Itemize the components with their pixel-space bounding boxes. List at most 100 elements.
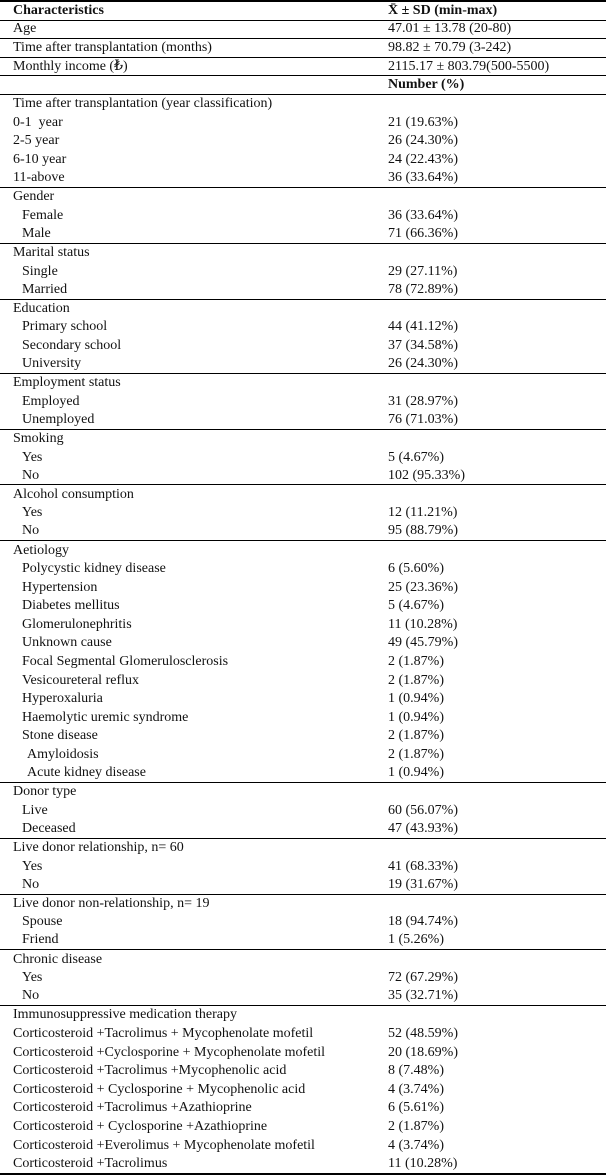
row-label: Secondary school — [22, 337, 122, 353]
row-value: 5 (4.67%) — [388, 598, 444, 614]
stat-row: Age 47.01 ± 13.78 (20-80) — [0, 21, 606, 40]
row-label: Yes — [22, 970, 43, 986]
row-label: Focal Segmental Glomerulosclerosis — [22, 654, 229, 670]
row-label: Married — [22, 281, 68, 297]
table-row: Spouse 18 (94.74%) — [0, 913, 606, 932]
row-value: 1 (0.94%) — [388, 709, 444, 725]
row-label: University — [22, 356, 82, 372]
table-row: Married 78 (72.89%) — [0, 281, 606, 300]
row-label: Acute kidney disease — [27, 765, 146, 781]
row-value: 26 (24.30%) — [388, 356, 458, 372]
row-value: 11 (10.28%) — [388, 616, 458, 632]
table-row: Corticosteroid + Cyclosporine +Azathiopr… — [0, 1118, 606, 1137]
row-label: Deceased — [22, 820, 76, 836]
row-value: 1 (5.26%) — [388, 932, 444, 948]
subheader-row: Number (%) — [0, 76, 606, 95]
row-label: Time after transplantation (months) — [13, 39, 212, 55]
row-value: 2 (1.87%) — [388, 672, 444, 688]
row-label: Corticosteroid +Tacrolimus +Azathioprine — [13, 1100, 252, 1116]
row-label: Corticosteroid +Tacrolimus — [13, 1156, 168, 1172]
table-row: Hypertension 25 (23.36%) — [0, 578, 606, 597]
row-label: No — [22, 988, 40, 1004]
table-row: University 26 (24.30%) — [0, 355, 606, 374]
table-row: Stone disease 2 (1.87%) — [0, 727, 606, 746]
row-value: 24 (22.43%) — [388, 152, 458, 168]
row-value: 60 (56.07%) — [388, 802, 458, 818]
row-value: 35 (32.71%) — [388, 988, 458, 1004]
table-row: Employed 31 (28.97%) — [0, 392, 606, 411]
row-label: Corticosteroid +Cyclosporine + Mycopheno… — [13, 1044, 326, 1060]
section-title-row: Education — [0, 300, 606, 319]
table-row: 6-10 year 24 (22.43%) — [0, 151, 606, 170]
row-label: Female — [22, 207, 64, 223]
row-value: 36 (33.64%) — [388, 207, 458, 223]
table-row: Yes 41 (68.33%) — [0, 857, 606, 876]
row-value: 18 (94.74%) — [388, 914, 458, 930]
row-value: 4 (3.74%) — [388, 1137, 444, 1153]
row-label: Friend — [22, 932, 59, 948]
row-label: Yes — [22, 858, 43, 874]
table-row: 0-1 year 21 (19.63%) — [0, 114, 606, 133]
table-row: No 35 (32.71%) — [0, 987, 606, 1007]
row-value: 4 (3.74%) — [388, 1081, 444, 1097]
table-row: Unknown cause 49 (45.79%) — [0, 634, 606, 653]
row-label: Primary school — [22, 319, 108, 335]
section-title-row: Employment status — [0, 374, 606, 393]
table-row: Corticosteroid + Cyclosporine + Mycophen… — [0, 1080, 606, 1099]
section-title: Time after transplantation (year classif… — [13, 96, 273, 112]
section-title-row: Chronic disease — [0, 950, 606, 969]
row-value: 52 (48.59%) — [388, 1025, 458, 1041]
row-value: 1 (0.94%) — [388, 691, 444, 707]
section-title-row: Marital status — [0, 244, 606, 263]
row-label: Spouse — [22, 914, 63, 930]
row-label: Corticosteroid +Everolimus + Mycophenola… — [13, 1137, 315, 1153]
table-row: Vesicoureteral reflux 2 (1.87%) — [0, 671, 606, 690]
row-label: Live — [22, 802, 48, 818]
section-title-row: Alcohol consumption — [0, 485, 606, 504]
section-title: Chronic disease — [13, 951, 103, 967]
row-label: Yes — [22, 449, 43, 465]
row-value: 78 (72.89%) — [388, 281, 458, 297]
section-title-row: Immunosuppressive medication therapy — [0, 1006, 606, 1025]
row-label: Unemployed — [22, 411, 95, 427]
number-col-header: Number (%) — [388, 77, 465, 93]
row-value: 6 (5.61%) — [388, 1100, 444, 1116]
row-value: 31 (28.97%) — [388, 393, 458, 409]
row-value: 20 (18.69%) — [388, 1044, 458, 1060]
table-row: Single 29 (27.11%) — [0, 262, 606, 281]
row-value: 26 (24.30%) — [388, 133, 458, 149]
table-row: Amyloidosis 2 (1.87%) — [0, 746, 606, 765]
row-value: 2 (1.87%) — [388, 747, 444, 763]
row-label: Hypertension — [22, 579, 98, 595]
table-row: No 19 (31.67%) — [0, 876, 606, 895]
row-value: 36 (33.64%) — [388, 170, 458, 186]
row-value: 95 (88.79%) — [388, 523, 458, 539]
table-row: Live 60 (56.07%) — [0, 802, 606, 821]
row-label: Yes — [22, 505, 43, 521]
row-value: 2 (1.87%) — [388, 654, 444, 670]
table-row: Male 71 (66.36%) — [0, 225, 606, 244]
row-label: Corticosteroid +Tacrolimus + Mycophenola… — [13, 1025, 314, 1041]
row-label: Glomerulonephritis — [22, 616, 132, 632]
row-label: Diabetes mellitus — [22, 598, 120, 614]
section-title: Donor type — [13, 784, 77, 800]
row-label: Corticosteroid + Cyclosporine +Azathiopr… — [13, 1118, 268, 1134]
section-title: Gender — [13, 189, 55, 205]
table-row: Friend 1 (5.26%) — [0, 932, 606, 951]
table-row: Focal Segmental Glomerulosclerosis 2 (1.8… — [0, 653, 606, 672]
row-value: 11 (10.28%) — [388, 1156, 458, 1172]
row-value: 44 (41.12%) — [388, 319, 458, 335]
table-row: 2-5 year 26 (24.30%) — [0, 132, 606, 151]
table-row: No 102 (95.33%) — [0, 467, 606, 486]
table-row: Acute kidney disease 1 (0.94%) — [0, 764, 606, 783]
section-title: Marital status — [13, 245, 90, 261]
row-label: Single — [22, 263, 58, 279]
row-label: 6-10 year — [13, 152, 67, 168]
row-label: Stone disease — [22, 728, 98, 744]
row-label: Male — [22, 225, 51, 241]
section-title: Immunosuppressive medication therapy — [13, 1007, 237, 1023]
table-row: Corticosteroid +Tacrolimus + Mycophenola… — [0, 1025, 606, 1044]
table-row: Glomerulonephritis 11 (10.28%) — [0, 616, 606, 635]
table-row: Corticosteroid +Cyclosporine + Mycopheno… — [0, 1043, 606, 1062]
